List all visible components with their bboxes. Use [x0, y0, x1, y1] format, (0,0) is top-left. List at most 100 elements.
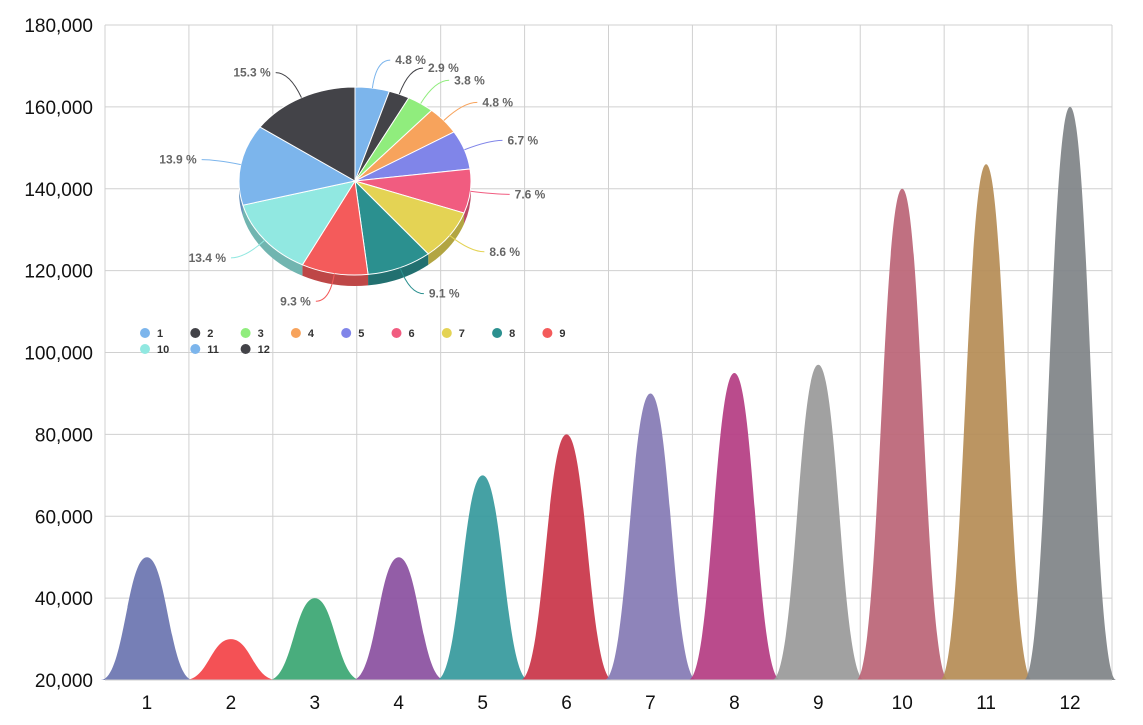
x-tick-label: 4 — [393, 693, 404, 714]
legend-label: 2 — [207, 328, 213, 340]
legend-label: 9 — [559, 328, 565, 340]
legend-marker — [341, 328, 352, 338]
x-tick-label: 6 — [561, 693, 572, 714]
legend-item-12[interactable]: 12 — [240, 344, 270, 356]
axes: 20,00040,00060,00080,000100,000120,00014… — [24, 16, 1112, 714]
y-tick-label: 20,000 — [35, 671, 93, 692]
y-tick-label: 140,000 — [24, 180, 93, 201]
pie-connector — [315, 273, 335, 302]
legend-item-9[interactable]: 9 — [542, 328, 566, 340]
pie-connector — [275, 72, 302, 98]
legend-label: 1 — [157, 328, 163, 340]
pie-connector — [398, 67, 424, 95]
pie-data-label: 4.8 % — [395, 53, 426, 67]
pie-connector — [470, 190, 510, 195]
legend-item-11[interactable]: 11 — [190, 344, 219, 356]
y-tick-label: 180,000 — [24, 16, 93, 37]
pie-slice-11 — [238, 126, 357, 206]
pie-connector — [201, 159, 241, 166]
pie-side-10 — [242, 205, 303, 276]
area-peak-4 — [352, 557, 445, 680]
pie-slice-12 — [259, 86, 356, 182]
pie-data-label: 4.8 % — [482, 95, 513, 109]
area-peak-3 — [268, 598, 361, 680]
pie-data-label: 6.7 % — [507, 133, 538, 147]
area-peak-7 — [604, 393, 697, 680]
x-tick-label: 9 — [813, 693, 824, 714]
area-peak-9 — [772, 364, 865, 680]
x-tick-label: 7 — [645, 693, 656, 714]
legend-item-10[interactable]: 10 — [140, 344, 169, 356]
legend-item-2[interactable]: 2 — [190, 328, 213, 340]
pie-legend: 1 2 3 4 5 6 7 8 910 11 12 — [140, 328, 566, 356]
legend-item-8[interactable]: 8 — [492, 328, 515, 340]
legend-label: 8 — [509, 328, 515, 340]
pie-data-label: 2.9 % — [428, 61, 459, 75]
legend-label: 5 — [358, 328, 364, 340]
y-tick-label: 40,000 — [35, 589, 93, 610]
legend-label: 4 — [308, 328, 315, 340]
pie-side-7 — [428, 213, 465, 265]
x-tick-label: 12 — [1059, 693, 1080, 714]
legend-marker — [190, 344, 201, 354]
legend-marker — [391, 328, 402, 338]
pie-data-label: 8.6 % — [489, 245, 520, 259]
legend-marker — [140, 344, 150, 354]
pie-side-6 — [464, 181, 471, 225]
legend-marker — [240, 344, 251, 354]
pie-data-label: 9.1 % — [429, 287, 460, 301]
pie-chart: 4.8 %2.9 %3.8 %4.8 %6.7 %7.6 %8.6 %9.1 %… — [159, 53, 545, 308]
y-tick-label: 80,000 — [35, 425, 93, 446]
legend-marker — [240, 328, 251, 338]
pie-connector — [443, 101, 478, 121]
legend-item-3[interactable]: 3 — [240, 328, 264, 340]
pie-connector — [230, 239, 266, 259]
legend-marker — [190, 328, 201, 338]
legend-marker — [492, 328, 503, 338]
legend-item-5[interactable]: 5 — [341, 328, 364, 340]
legend-item-4[interactable]: 4 — [290, 328, 315, 340]
area-peak-12 — [1023, 106, 1117, 680]
legend-marker — [542, 328, 553, 338]
pie-connector — [449, 235, 485, 253]
pie-slice-10 — [242, 180, 357, 266]
x-tick-label: 2 — [226, 693, 237, 714]
pie-connector — [420, 79, 450, 104]
area-series — [100, 106, 1117, 680]
pie-data-label: 13.4 % — [189, 251, 227, 265]
legend-item-1[interactable]: 1 — [140, 328, 163, 340]
legend-label: 7 — [459, 328, 465, 340]
legend-label: 10 — [157, 344, 169, 356]
area-peak-11 — [939, 164, 1033, 680]
x-tick-label: 11 — [976, 693, 996, 714]
area-peak-2 — [184, 639, 278, 680]
pie-data-label: 3.8 % — [454, 73, 485, 87]
legend-marker — [290, 328, 301, 338]
pie-data-label: 15.3 % — [233, 66, 271, 80]
x-tick-label: 8 — [729, 693, 740, 714]
x-tick-label: 5 — [477, 693, 488, 714]
pie-data-label: 13.9 % — [159, 153, 197, 167]
area-peak-8 — [688, 372, 781, 680]
y-tick-label: 160,000 — [24, 98, 93, 119]
area-peak-6 — [520, 434, 613, 680]
legend-marker — [140, 328, 150, 338]
y-tick-label: 120,000 — [24, 262, 93, 283]
x-tick-label: 1 — [142, 693, 153, 714]
legend-label: 3 — [258, 328, 264, 340]
legend-label: 11 — [207, 344, 219, 356]
legend-label: 6 — [409, 328, 415, 340]
legend-label: 12 — [258, 344, 270, 356]
legend-item-7[interactable]: 7 — [441, 328, 465, 340]
x-tick-label: 3 — [310, 693, 321, 714]
legend-item-6[interactable]: 6 — [391, 328, 415, 340]
area-peak-10 — [856, 188, 949, 680]
y-tick-label: 60,000 — [35, 507, 93, 528]
pie-connector — [371, 59, 391, 89]
pie-connector — [399, 267, 424, 295]
pie-side-8 — [368, 253, 429, 286]
area-peak-5 — [436, 475, 529, 680]
x-tick-label: 10 — [892, 693, 913, 714]
pie-side-9 — [302, 264, 369, 286]
